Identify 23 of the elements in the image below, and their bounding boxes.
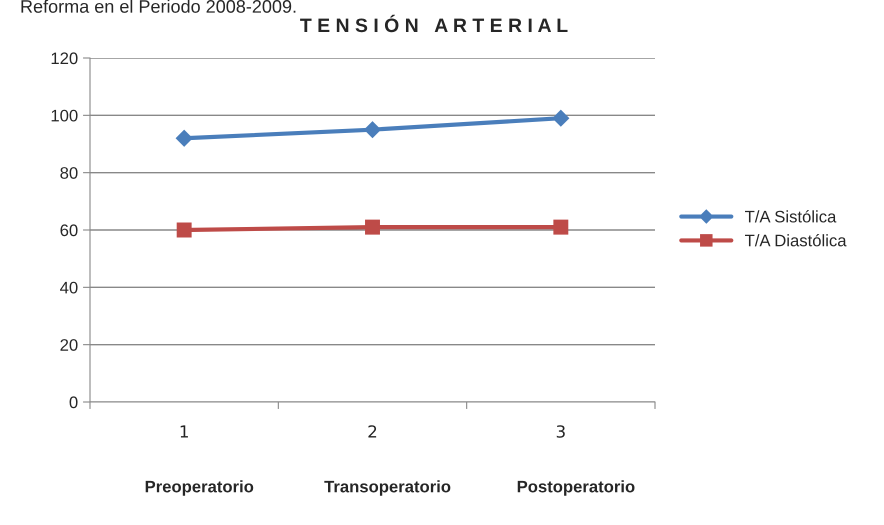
x-tick-label: 3 bbox=[556, 425, 565, 438]
chart-title: T E N S I Ó N A R T E R I A L bbox=[300, 14, 568, 32]
y-tick-label: 40 bbox=[60, 282, 78, 294]
point bbox=[364, 121, 381, 138]
y-tick-label: 60 bbox=[60, 224, 78, 236]
x-tick-label: 1 bbox=[180, 425, 188, 438]
y-tick-label: 20 bbox=[60, 339, 78, 351]
point bbox=[552, 110, 570, 127]
text: Reforma en el Periodo 2008-2009. bbox=[21, 0, 296, 13]
x-tick-label: 2 bbox=[368, 425, 376, 438]
point bbox=[365, 220, 380, 235]
legend-label: T/A Sistólica bbox=[745, 210, 836, 223]
y-tick-label: 100 bbox=[52, 110, 78, 122]
point bbox=[176, 222, 192, 238]
legend-label: T/A Diastólica bbox=[745, 234, 847, 246]
y-tick-label: 0 bbox=[70, 396, 78, 408]
point bbox=[176, 130, 193, 147]
point bbox=[553, 220, 568, 235]
y-tick-label: 120 bbox=[52, 52, 78, 64]
text: Preoperatorio bbox=[146, 480, 254, 496]
text: Postoperatorio bbox=[518, 480, 635, 496]
y-tick-label: 80 bbox=[60, 167, 78, 179]
text: Transoperatorio bbox=[324, 480, 450, 496]
